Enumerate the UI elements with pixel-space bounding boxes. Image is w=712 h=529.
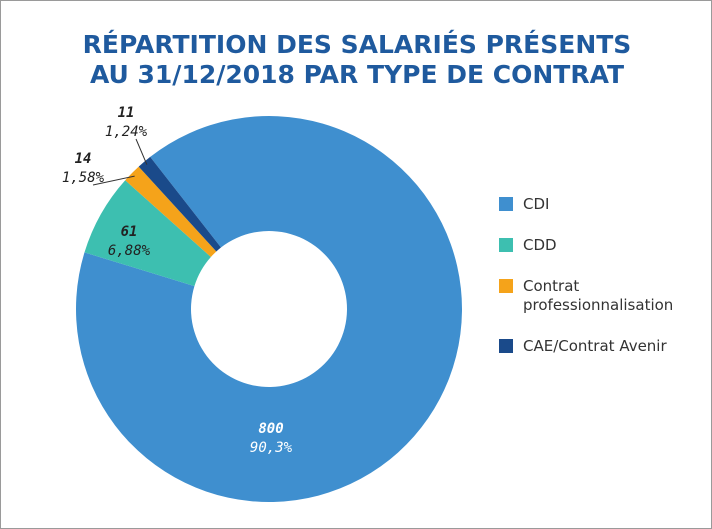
legend-item: CAE/Contrat Avenir bbox=[499, 337, 679, 356]
donut-slice bbox=[84, 180, 211, 287]
legend-swatch bbox=[499, 339, 513, 353]
data-label: 6,88% bbox=[108, 243, 151, 259]
legend-label: CDI bbox=[523, 195, 550, 213]
legend-label: CDD bbox=[523, 236, 557, 254]
legend-swatch bbox=[499, 238, 513, 252]
legend-item: CDI bbox=[499, 195, 679, 214]
legend-swatch bbox=[499, 197, 513, 211]
chart-title: AU 31/12/2018 PAR TYPE DE CONTRAT bbox=[90, 60, 624, 89]
legend-label: CAE/Contrat Avenir bbox=[523, 337, 667, 355]
donut-slice bbox=[75, 115, 463, 502]
leader-line bbox=[92, 175, 135, 186]
legend: CDI CDD Contrat professionnalisation CAE/Co… bbox=[499, 195, 679, 378]
data-label: 1,24% bbox=[105, 124, 148, 140]
legend-swatch bbox=[499, 279, 513, 293]
legend-item: CDD bbox=[499, 236, 679, 255]
legend-item: Contrat professionnalisation bbox=[499, 277, 679, 315]
data-label: 61 bbox=[121, 224, 138, 240]
leader-line bbox=[135, 138, 148, 165]
data-label: 1,58% bbox=[62, 170, 105, 186]
data-label: 800 bbox=[258, 421, 283, 437]
donut-slice bbox=[138, 156, 221, 252]
data-label: 90,3% bbox=[250, 440, 293, 456]
data-label: 14 bbox=[75, 151, 92, 167]
data-label: 11 bbox=[118, 105, 135, 121]
donut-slice bbox=[125, 166, 217, 257]
legend-label: Contrat professionnalisation bbox=[523, 277, 674, 314]
chart-title: RÉPARTITION DES SALARIÉS PRÉSENTS bbox=[83, 30, 632, 59]
